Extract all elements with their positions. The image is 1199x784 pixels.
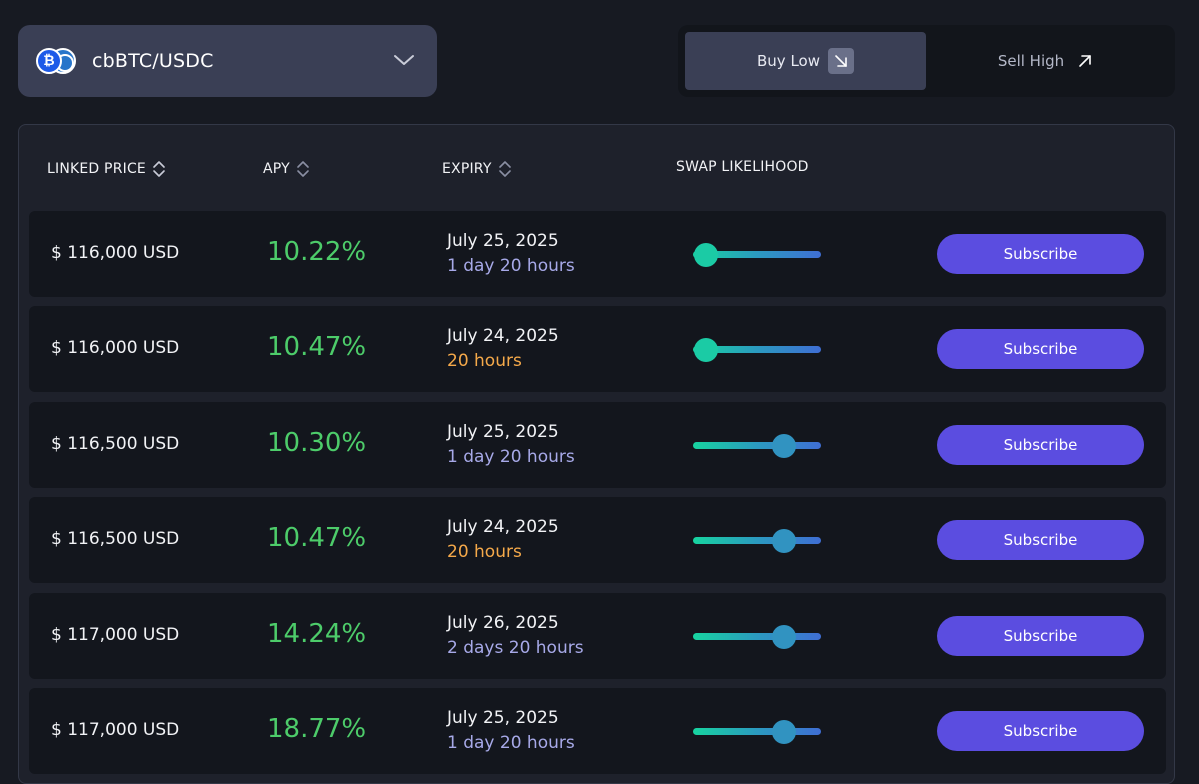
slider-track [693,633,821,640]
swap-likelihood-slider [693,434,821,458]
options-table: LINKED PRICE APY EXPIRY SWAP LIKELIHOOD [18,124,1175,784]
expiry-remaining: 20 hours [447,542,522,562]
apy-value: 10.47% [267,523,367,553]
swap-likelihood-slider [693,625,821,649]
slider-thumb [771,434,796,458]
sell-high-label: Sell High [997,52,1065,70]
header-swap-likelihood-label: SWAP LIKELIHOOD [676,159,809,175]
slider-thumb [771,529,796,553]
table-header: LINKED PRICE APY EXPIRY SWAP LIKELIHOOD [19,125,1174,211]
table-row: $ 117,000 USD 18.77% July 25, 2025 1 day… [29,688,1166,774]
sort-icon [297,161,309,177]
expiry-remaining: 1 day 20 hours [447,733,575,753]
pair-selector[interactable]: ₿ cbBTC/USDC [18,25,437,97]
buy-low-label: Buy Low [757,52,820,70]
header-linked-price[interactable]: LINKED PRICE [47,159,166,179]
swap-likelihood-slider [693,338,821,362]
linked-price: $ 116,500 USD [51,529,180,549]
slider-thumb [693,338,718,362]
swap-likelihood-slider [693,243,821,267]
header-apy-label: APY [263,161,290,177]
slider-track [693,442,821,449]
apy-value: 10.47% [267,332,367,362]
expiry-date: July 24, 2025 [447,517,559,537]
header-swap-likelihood: SWAP LIKELIHOOD [676,159,809,175]
slider-track [693,728,821,735]
table-row: $ 116,500 USD 10.30% July 25, 2025 1 day… [29,402,1166,488]
apy-value: 10.22% [267,237,367,267]
buy-low-button[interactable]: Buy Low [685,32,926,90]
linked-price: $ 116,000 USD [51,243,180,263]
slider-track [693,537,821,544]
side-toggle: Buy Low Sell High [678,25,1175,97]
table-row: $ 116,500 USD 10.47% July 24, 2025 20 ho… [29,497,1166,583]
slider-thumb [771,720,796,744]
subscribe-button[interactable]: Subscribe [937,425,1144,465]
slider-thumb [771,625,796,649]
subscribe-button[interactable]: Subscribe [937,616,1144,656]
bitcoin-icon: ₿ [36,48,62,74]
expiry-date: July 26, 2025 [447,613,559,633]
sell-high-button[interactable]: Sell High [928,32,1168,90]
table-row: $ 117,000 USD 14.24% July 26, 2025 2 day… [29,593,1166,679]
linked-price: $ 116,000 USD [51,338,180,358]
table-row: $ 116,000 USD 10.47% July 24, 2025 20 ho… [29,306,1166,392]
expiry-date: July 25, 2025 [447,231,559,251]
expiry-date: July 24, 2025 [447,326,559,346]
pair-label: cbBTC/USDC [92,50,214,72]
linked-price: $ 117,000 USD [51,625,180,645]
apy-value: 18.77% [267,714,367,744]
header-expiry-label: EXPIRY [442,161,492,177]
header-apy[interactable]: APY [263,159,310,179]
chevron-down-icon[interactable] [393,53,415,67]
subscribe-button[interactable]: Subscribe [937,520,1144,560]
arrow-down-right-icon [827,48,854,74]
expiry-remaining: 2 days 20 hours [447,638,584,658]
pair-icons: ₿ [36,46,80,76]
swap-likelihood-slider [693,529,821,553]
header-linked-price-label: LINKED PRICE [47,161,146,177]
apy-value: 14.24% [267,619,367,649]
linked-price: $ 117,000 USD [51,720,180,740]
sort-icon [153,161,165,177]
arrow-up-right-icon [1072,48,1098,74]
header-expiry[interactable]: EXPIRY [442,159,512,179]
subscribe-button[interactable]: Subscribe [937,711,1144,751]
expiry-date: July 25, 2025 [447,422,559,442]
expiry-remaining: 1 day 20 hours [447,447,575,467]
slider-track [693,251,821,258]
expiry-remaining: 20 hours [447,351,522,371]
table-row: $ 116,000 USD 10.22% July 25, 2025 1 day… [29,211,1166,297]
expiry-remaining: 1 day 20 hours [447,256,575,276]
linked-price: $ 116,500 USD [51,434,180,454]
slider-track [693,346,821,353]
subscribe-button[interactable]: Subscribe [937,234,1144,274]
expiry-date: July 25, 2025 [447,708,559,728]
apy-value: 10.30% [267,428,367,458]
slider-thumb [693,243,718,267]
sort-icon [498,161,511,177]
subscribe-button[interactable]: Subscribe [937,329,1144,369]
swap-likelihood-slider [693,720,821,744]
